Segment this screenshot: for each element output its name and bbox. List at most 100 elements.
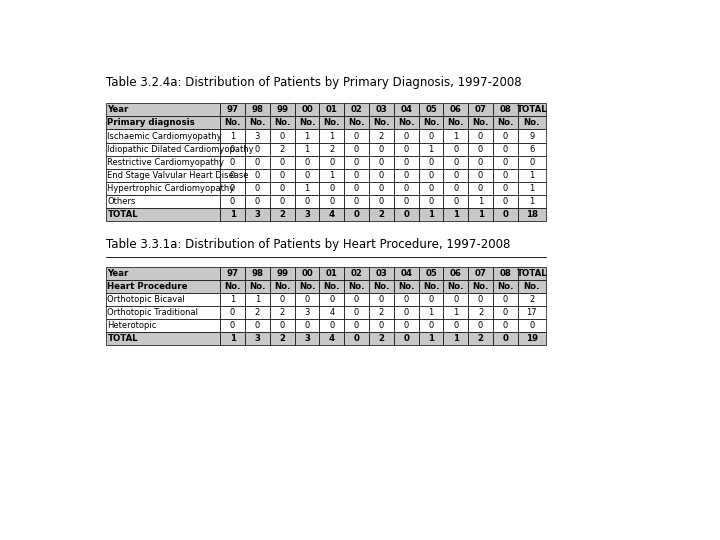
Text: 9: 9 [529, 132, 534, 140]
Text: Table 3.3.1a: Distribution of Patients by Heart Procedure, 1997-2008: Table 3.3.1a: Distribution of Patients b… [106, 238, 510, 251]
Text: 2: 2 [279, 145, 285, 153]
Text: 0: 0 [329, 184, 334, 193]
Bar [220, 156, 245, 168]
Bar [394, 280, 418, 293]
Bar [418, 319, 444, 332]
Text: No.: No. [249, 282, 266, 291]
Bar [369, 130, 394, 143]
Bar [444, 169, 468, 182]
Bar [270, 208, 294, 221]
Text: Orthotopic Traditional: Orthotopic Traditional [107, 308, 199, 317]
Text: TOTAL: TOTAL [107, 334, 138, 343]
Text: 2: 2 [279, 210, 285, 219]
Text: 0: 0 [379, 321, 384, 330]
Text: Heterotopic: Heterotopic [107, 321, 157, 330]
Text: 0: 0 [379, 295, 384, 304]
Bar [270, 143, 294, 156]
Bar [493, 267, 518, 280]
Text: Year: Year [107, 268, 129, 278]
Text: 1: 1 [529, 171, 534, 180]
Bar [369, 319, 394, 332]
Text: 0: 0 [478, 145, 483, 153]
Text: 1: 1 [230, 295, 235, 304]
Bar [444, 195, 468, 208]
Text: 03: 03 [375, 268, 387, 278]
Text: 0: 0 [305, 321, 310, 330]
Text: 18: 18 [526, 210, 538, 219]
Text: 1: 1 [428, 210, 434, 219]
Text: 97: 97 [227, 105, 238, 114]
Bar [468, 208, 493, 221]
Bar [270, 130, 294, 143]
Text: 06: 06 [450, 268, 462, 278]
Text: 0: 0 [255, 145, 260, 153]
Text: 1: 1 [453, 210, 459, 219]
Bar [493, 293, 518, 306]
Bar [369, 293, 394, 306]
Text: 02: 02 [351, 268, 363, 278]
Text: 0: 0 [503, 295, 508, 304]
Bar [444, 267, 468, 280]
Text: Idiopathic Dilated Cardiomyopathy: Idiopathic Dilated Cardiomyopathy [107, 145, 254, 153]
Bar [220, 267, 245, 280]
Text: 0: 0 [255, 197, 260, 206]
Text: 0: 0 [230, 321, 235, 330]
Bar [106, 182, 220, 195]
Bar [468, 130, 493, 143]
Text: 0: 0 [404, 308, 409, 317]
Text: 07: 07 [474, 268, 487, 278]
Bar [106, 306, 220, 319]
Text: No.: No. [497, 282, 513, 291]
Bar [418, 208, 444, 221]
Bar [320, 293, 344, 306]
Text: No.: No. [472, 282, 489, 291]
Text: 2: 2 [379, 210, 384, 219]
Text: 04: 04 [400, 105, 412, 114]
Bar [444, 182, 468, 195]
Bar [220, 319, 245, 332]
Text: TOTAL: TOTAL [107, 210, 138, 219]
Text: 4: 4 [329, 334, 335, 343]
Bar [369, 280, 394, 293]
Bar [468, 293, 493, 306]
Text: 0: 0 [478, 132, 483, 140]
Bar [418, 169, 444, 182]
Bar [418, 143, 444, 156]
Text: 0: 0 [453, 145, 459, 153]
Text: 0: 0 [354, 184, 359, 193]
Bar [468, 103, 493, 117]
Text: 3: 3 [305, 308, 310, 317]
Text: 6: 6 [529, 145, 534, 153]
Text: 0: 0 [255, 184, 260, 193]
Bar [220, 195, 245, 208]
Text: 0: 0 [379, 171, 384, 180]
Text: No.: No. [323, 118, 340, 127]
Text: 0: 0 [305, 295, 310, 304]
Text: 0: 0 [453, 321, 459, 330]
Text: 3: 3 [255, 132, 260, 140]
Text: No.: No. [448, 118, 464, 127]
Text: 19: 19 [526, 334, 538, 343]
Text: 1: 1 [305, 145, 310, 153]
Text: 0: 0 [453, 158, 459, 167]
Text: 0: 0 [230, 158, 235, 167]
Text: 0: 0 [379, 197, 384, 206]
Bar [294, 130, 320, 143]
Text: 3: 3 [304, 210, 310, 219]
Bar [106, 332, 220, 345]
Text: 0: 0 [503, 158, 508, 167]
Text: 99: 99 [276, 105, 288, 114]
Bar [518, 319, 546, 332]
Text: 0: 0 [279, 158, 285, 167]
Text: 0: 0 [354, 308, 359, 317]
Bar [344, 306, 369, 319]
Bar [518, 280, 546, 293]
Bar [294, 143, 320, 156]
Text: 0: 0 [453, 184, 459, 193]
Bar [493, 280, 518, 293]
Text: No.: No. [523, 282, 540, 291]
Text: TOTAL: TOTAL [516, 105, 547, 114]
Text: 2: 2 [279, 308, 285, 317]
Bar [220, 143, 245, 156]
Bar [444, 103, 468, 117]
